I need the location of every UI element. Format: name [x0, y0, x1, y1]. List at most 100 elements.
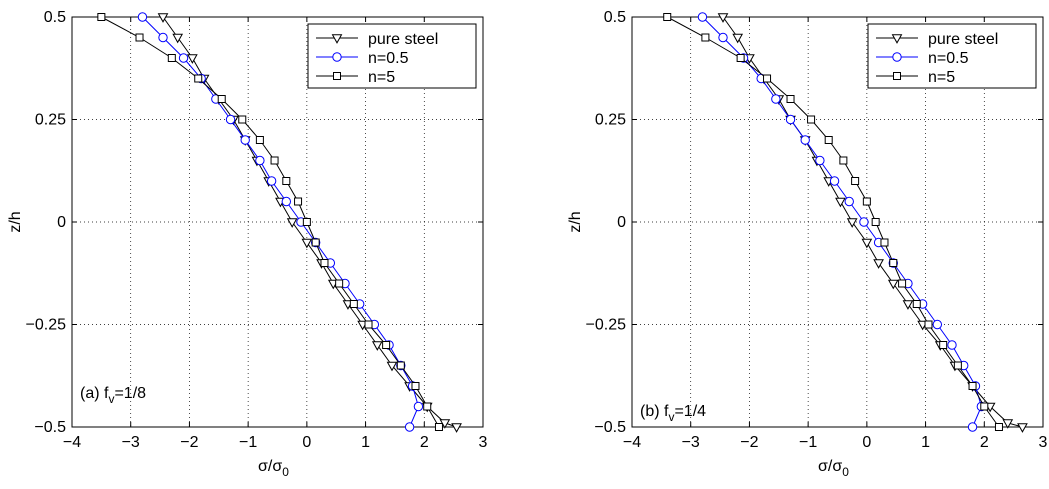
- data-point: [732, 33, 744, 44]
- x-tick-label: −3: [682, 434, 700, 451]
- data-point: [829, 176, 840, 186]
- legend-marker: [333, 72, 341, 80]
- x-tick-label: 0: [862, 434, 871, 451]
- data-point: [861, 238, 873, 249]
- y-tick-label: −0.5: [34, 419, 66, 436]
- x-tick-label: 3: [1039, 434, 1048, 451]
- axes-frame: [71, 16, 484, 428]
- series-2: [97, 13, 443, 431]
- x-tick-label: −4: [623, 434, 641, 451]
- data-point: [194, 74, 203, 83]
- legend-label: n=5: [368, 69, 395, 86]
- legend-marker: [332, 52, 342, 62]
- data-point: [255, 136, 264, 144]
- data-point: [158, 32, 168, 43]
- data-point: [217, 95, 226, 103]
- data-point: [255, 155, 265, 166]
- data-point: [386, 361, 398, 372]
- data-point: [178, 53, 189, 63]
- x-tick-label: 1: [921, 434, 930, 451]
- x-tick-label: −2: [180, 434, 198, 451]
- data-point: [851, 177, 860, 185]
- chart-panel-a: −4 −3 −2 −1 0 1 2 3 −0.5 −0.25 0 0.25 0.5 σ/σ0 z/h (a) …: [7, 9, 488, 479]
- data-point: [887, 279, 899, 290]
- x-axis-label: σ/σ0: [818, 458, 849, 479]
- y-tick-label: 0: [617, 214, 626, 231]
- data-point: [785, 114, 796, 125]
- data-point: [382, 341, 391, 349]
- y-tick-label: 0.5: [44, 9, 66, 26]
- data-point: [1002, 419, 1014, 429]
- data-point: [371, 341, 383, 351]
- data-point: [807, 115, 816, 124]
- data-point: [953, 361, 962, 370]
- data-point: [364, 320, 373, 329]
- legend-label: n=5: [928, 69, 955, 86]
- data-point: [844, 196, 854, 207]
- data-point: [824, 136, 833, 144]
- data-point: [137, 12, 148, 22]
- x-tick-label: −1: [799, 434, 817, 451]
- data-point: [240, 135, 250, 145]
- x-tick-label: 1: [361, 434, 370, 451]
- legend-label: n=0.5: [928, 50, 969, 67]
- data-point: [1017, 423, 1028, 433]
- data-point: [859, 217, 869, 227]
- legend-label: pure steel: [368, 31, 438, 48]
- legend: pure steel n=0.5 n=5: [307, 23, 477, 89]
- data-point: [889, 259, 898, 267]
- x-axis-label: σ/σ0: [258, 458, 289, 479]
- x-tick-label: −1: [239, 434, 257, 451]
- y-tick-label: 0.25: [595, 112, 626, 129]
- data-point: [800, 135, 810, 145]
- data-point: [238, 115, 247, 124]
- data-point: [396, 361, 405, 370]
- panel-annotation: (a) fv=1/8: [80, 385, 146, 406]
- data-point: [880, 238, 889, 247]
- y-tick-label: 0: [57, 214, 66, 231]
- data-point: [157, 13, 169, 23]
- x-tick-label: −3: [122, 434, 140, 451]
- axes-frame: [631, 16, 1044, 428]
- data-point: [873, 259, 884, 269]
- data-point: [451, 423, 462, 433]
- data-point: [404, 422, 415, 432]
- data-point: [902, 300, 914, 310]
- data-point: [994, 423, 1003, 431]
- y-tick-label: 0.25: [35, 112, 66, 129]
- data-point: [663, 13, 672, 21]
- data-point: [815, 155, 825, 166]
- data-point: [939, 341, 948, 349]
- data-point: [311, 238, 320, 247]
- legend-marker: [893, 72, 901, 80]
- data-point: [282, 177, 291, 185]
- data-point: [281, 196, 292, 207]
- series-line: [162, 16, 457, 428]
- data-point: [286, 218, 298, 228]
- y-tick-label: −0.25: [586, 317, 627, 334]
- x-tick-label: −4: [63, 434, 81, 451]
- data-point: [411, 382, 420, 390]
- data-point: [349, 300, 358, 308]
- data-point: [225, 114, 236, 125]
- y-axis-label: z/h: [567, 211, 584, 232]
- legend: pure steel n=0.5 n=5: [867, 23, 1037, 89]
- data-point: [839, 156, 848, 165]
- data-point: [763, 74, 772, 83]
- x-tick-label: 0: [302, 434, 311, 451]
- x-tick-label: 2: [980, 434, 989, 451]
- x-tick-label: 2: [420, 434, 429, 451]
- series-2: [663, 13, 1003, 431]
- data-point: [924, 320, 933, 329]
- data-point: [135, 33, 144, 42]
- data-point: [980, 402, 989, 411]
- data-point: [172, 33, 184, 44]
- data-point: [968, 382, 977, 390]
- legend-marker: [892, 52, 902, 62]
- y-tick-label: 0.5: [604, 9, 626, 26]
- legend-marker: [891, 34, 903, 44]
- panel-annotation: (b) fv=1/4: [640, 403, 706, 424]
- data-point: [270, 156, 279, 165]
- data-point: [736, 54, 745, 62]
- data-point: [771, 94, 781, 104]
